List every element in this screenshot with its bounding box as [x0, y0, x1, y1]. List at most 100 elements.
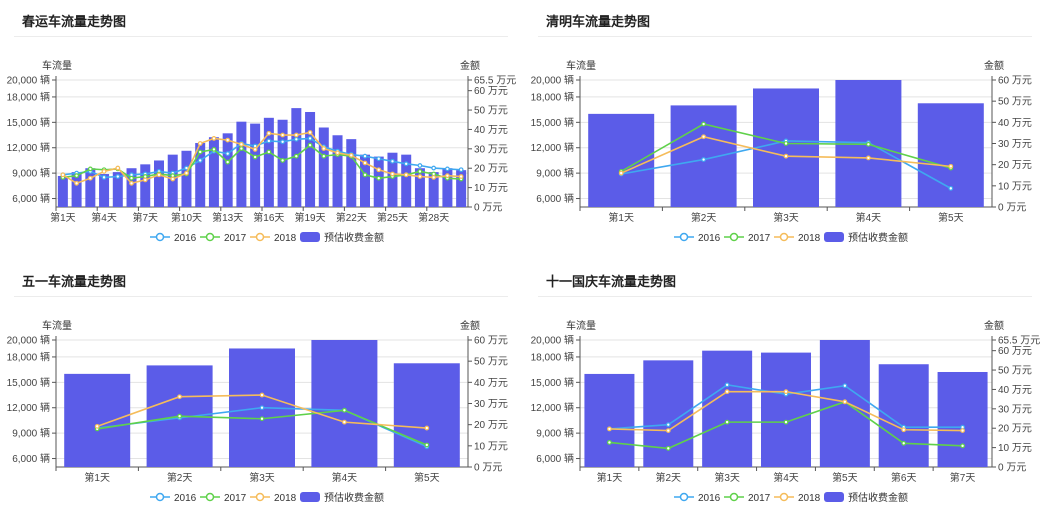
point-2018: [156, 172, 162, 178]
legend-label: 2017: [224, 233, 247, 244]
right-tick-label: 60 万元: [474, 336, 508, 347]
bar-estimated-revenue: [181, 150, 192, 207]
legend-bar-icon: [824, 492, 844, 502]
left-tick-label: 15,000 辆: [7, 116, 50, 129]
point-2017: [87, 166, 93, 172]
left-tick-label: 6,000 辆: [12, 452, 50, 465]
bar-estimated-revenue: [584, 373, 635, 467]
x-tick-label: 第13天: [212, 211, 243, 224]
left-tick-label: 6,000 辆: [536, 192, 574, 205]
right-tick-label: 50 万元: [474, 106, 508, 117]
x-tick-label: 第4天: [91, 211, 117, 224]
bar-estimated-revenue: [753, 88, 819, 207]
bar-estimated-revenue: [442, 168, 453, 207]
point-2017: [211, 147, 217, 152]
bar-estimated-revenue: [318, 127, 329, 207]
point-2016: [458, 167, 464, 173]
legend-label: 2018: [274, 493, 297, 504]
point-2016: [376, 156, 382, 162]
point-2017: [362, 172, 368, 178]
bar-estimated-revenue: [937, 371, 988, 467]
point-2018: [390, 171, 395, 177]
point-2018: [252, 147, 258, 152]
right-tick-label: 30 万元: [998, 139, 1032, 150]
x-tick-label: 第4天: [773, 471, 799, 484]
x-tick-label: 第3天: [773, 211, 799, 224]
x-tick-label: 第1天: [84, 471, 110, 484]
left-tick-label: 9,000 辆: [536, 427, 574, 440]
bar-estimated-revenue: [387, 152, 398, 207]
point-2018: [701, 134, 707, 140]
right-tick-label: 10 万元: [998, 443, 1032, 454]
legend-label: 2018: [798, 493, 821, 504]
bar-estimated-revenue: [428, 172, 439, 207]
right-tick-label: 10 万元: [474, 183, 508, 194]
bar-estimated-revenue: [154, 160, 164, 207]
bar-estimated-revenue: [208, 137, 219, 207]
bar-estimated-revenue: [277, 119, 288, 207]
point-2017: [783, 419, 789, 425]
right-tick-label: 40 万元: [474, 125, 508, 136]
right-tick-label: 60 万元: [474, 86, 508, 97]
bar-estimated-revenue: [917, 103, 984, 207]
point-2017: [280, 158, 286, 163]
point-2017: [342, 407, 347, 413]
point-2017: [177, 413, 183, 419]
bar-estimated-revenue: [373, 156, 384, 207]
x-tick-label: 第7天: [950, 471, 976, 484]
point-2017: [866, 141, 871, 147]
right-tick-label: 40 万元: [998, 385, 1032, 396]
bar-estimated-revenue: [112, 172, 123, 207]
point-2016: [266, 138, 272, 144]
right-tick-label: 65.5 万元: [474, 76, 516, 87]
legend-label: 预估收费金额: [848, 231, 908, 244]
x-tick-label: 第1天: [608, 211, 634, 224]
point-2018: [866, 155, 871, 161]
left-tick-label: 20,000 辆: [7, 334, 50, 347]
x-tick-label: 第5天: [938, 211, 964, 224]
point-2017: [129, 175, 134, 181]
bar-estimated-revenue: [702, 350, 753, 467]
legend-label: 2018: [274, 233, 297, 244]
title-divider: [14, 296, 508, 297]
left-tick-label: 12,000 辆: [531, 401, 574, 414]
point-2018: [724, 389, 730, 395]
x-tick-label: 第5天: [414, 471, 440, 484]
legend-marker-icon: [679, 232, 689, 242]
point-2018: [293, 132, 299, 138]
legend-label: 2016: [174, 233, 197, 244]
legend-label: 2017: [748, 233, 771, 244]
point-2017: [424, 442, 430, 448]
left-axis-name: 车流量: [42, 319, 72, 332]
bar-estimated-revenue: [588, 113, 655, 207]
left-tick-label: 18,000 辆: [7, 90, 50, 103]
bar-estimated-revenue: [99, 174, 110, 207]
point-2016: [101, 174, 107, 180]
right-tick-label: 60 万元: [998, 76, 1032, 87]
right-tick-label: 20 万元: [474, 420, 508, 431]
panel-title: 十一国庆车流量走势图: [546, 274, 677, 289]
legend-marker-icon: [155, 232, 165, 242]
legend-label: 2016: [174, 493, 197, 504]
right-tick-label: 20 万元: [474, 164, 508, 175]
panel-title: 春运车流量走势图: [22, 14, 127, 29]
bar-estimated-revenue: [140, 164, 151, 207]
left-tick-label: 12,000 辆: [531, 141, 574, 154]
qingming-traffic-chart: 6,000 辆 9,000 辆 12,000 辆 15,000 辆 18,000 辆 20…: [531, 59, 1032, 244]
left-tick-label: 18,000 辆: [531, 350, 574, 363]
legend-marker-icon: [255, 232, 265, 242]
left-tick-label: 9,000 辆: [536, 167, 574, 180]
point-2018: [101, 169, 107, 174]
legend-label: 2016: [698, 233, 721, 244]
point-2016: [724, 382, 730, 388]
point-2018: [321, 146, 327, 151]
panel-title: 五一车流量走势图: [22, 274, 127, 289]
point-2018: [142, 177, 148, 183]
left-tick-label: 20,000 辆: [7, 74, 50, 87]
x-tick-label: 第7天: [132, 211, 158, 224]
point-2016: [431, 165, 437, 171]
chart-panel-mayday: 五一车流量走势图 6,000 辆 9,000 辆 12,000 辆 15,000 辆 1…: [0, 258, 520, 510]
x-tick-label: 第22天: [336, 211, 367, 224]
bar-estimated-revenue: [305, 111, 316, 207]
point-2018: [177, 394, 183, 400]
